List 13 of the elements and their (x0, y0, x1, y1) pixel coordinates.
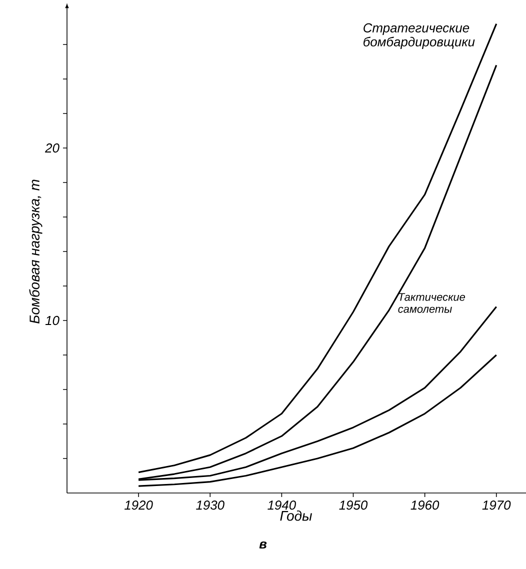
x-tick-label: 1920 (124, 500, 153, 510)
series-label: Тактические самолеты (398, 293, 466, 313)
y-tick-label: 10 (45, 316, 60, 326)
y-axis-title: Бомбовая нагрузка, т (29, 180, 42, 324)
x-tick-label: 1940 (268, 500, 296, 510)
y-tick-label: 20 (44, 143, 60, 153)
x-axis-title: Годы (280, 510, 312, 521)
x-tick-label: 1950 (339, 500, 368, 510)
x-tick-label: 1970 (482, 500, 511, 510)
series-label: Стратегические бомбардировщики (364, 23, 475, 49)
text: в (259, 541, 267, 549)
x-tick-label: 1930 (196, 500, 224, 510)
x-tick-label: 1960 (410, 500, 440, 510)
